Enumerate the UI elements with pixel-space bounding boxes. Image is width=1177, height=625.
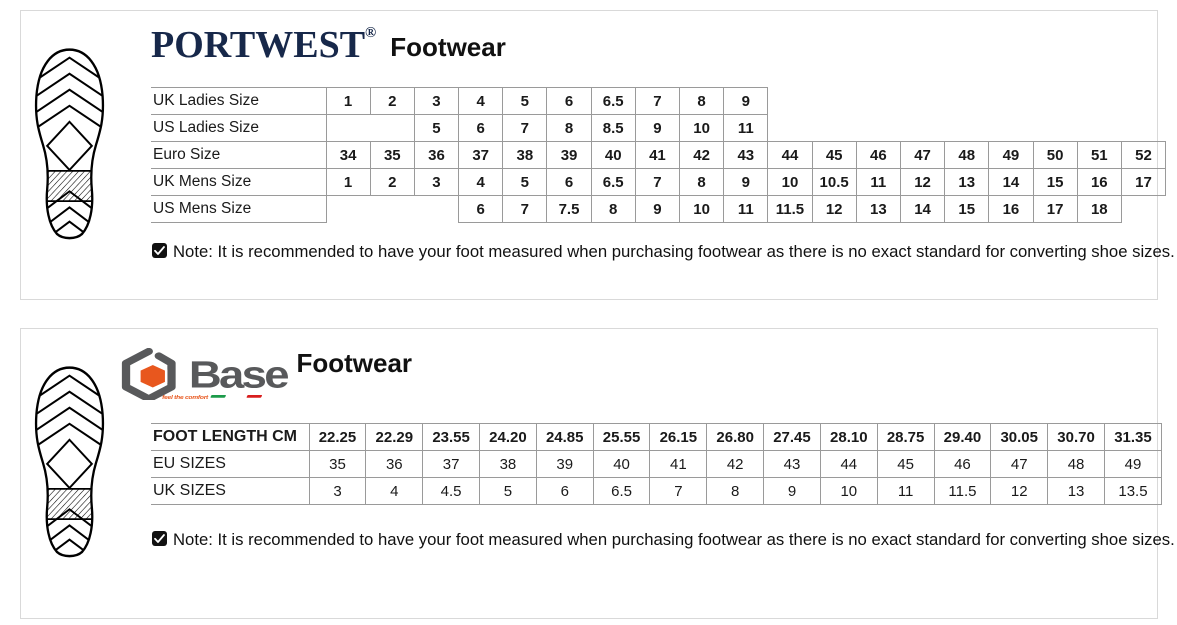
svg-text:Base: Base bbox=[189, 353, 288, 396]
svg-text:feel the comfort: feel the comfort bbox=[162, 394, 209, 400]
